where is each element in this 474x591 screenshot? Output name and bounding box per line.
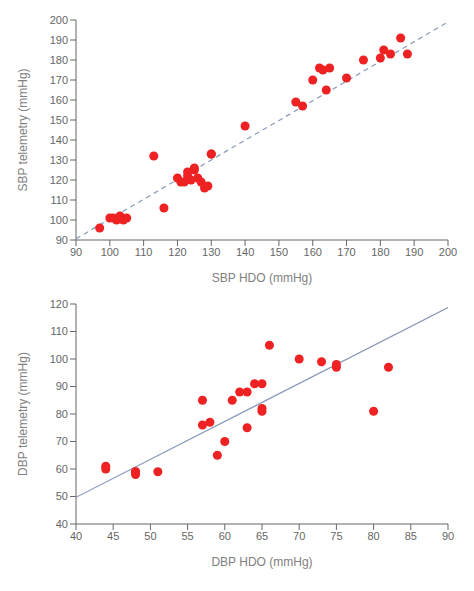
svg-text:50: 50 bbox=[56, 490, 68, 502]
svg-text:100: 100 bbox=[101, 246, 119, 258]
svg-text:DBP telemetry (mmHg): DBP telemetry (mmHg) bbox=[16, 352, 30, 476]
svg-text:70: 70 bbox=[56, 435, 68, 447]
svg-text:90: 90 bbox=[70, 246, 82, 258]
svg-text:200: 200 bbox=[50, 14, 68, 26]
svg-text:65: 65 bbox=[256, 530, 268, 542]
svg-text:40: 40 bbox=[56, 518, 68, 530]
svg-text:60: 60 bbox=[56, 463, 68, 475]
svg-text:120: 120 bbox=[50, 298, 68, 310]
svg-text:150: 150 bbox=[50, 114, 68, 126]
svg-text:90: 90 bbox=[56, 380, 68, 392]
svg-text:190: 190 bbox=[405, 246, 423, 258]
svg-text:120: 120 bbox=[50, 174, 68, 186]
svg-text:180: 180 bbox=[371, 246, 389, 258]
svg-text:190: 190 bbox=[50, 34, 68, 46]
svg-text:170: 170 bbox=[337, 246, 355, 258]
svg-text:90: 90 bbox=[56, 234, 68, 246]
svg-text:130: 130 bbox=[50, 154, 68, 166]
svg-text:80: 80 bbox=[56, 408, 68, 420]
svg-text:120: 120 bbox=[168, 246, 186, 258]
svg-text:40: 40 bbox=[70, 530, 82, 542]
svg-text:SBP telemetry (mmHg): SBP telemetry (mmHg) bbox=[16, 68, 30, 191]
svg-text:70: 70 bbox=[293, 530, 305, 542]
svg-text:140: 140 bbox=[50, 134, 68, 146]
svg-text:SBP HDO (mmHg): SBP HDO (mmHg) bbox=[212, 271, 312, 285]
svg-text:100: 100 bbox=[50, 214, 68, 226]
svg-text:55: 55 bbox=[181, 530, 193, 542]
svg-text:110: 110 bbox=[135, 246, 153, 258]
svg-text:110: 110 bbox=[50, 325, 68, 337]
svg-text:50: 50 bbox=[144, 530, 156, 542]
svg-text:60: 60 bbox=[219, 530, 231, 542]
svg-text:85: 85 bbox=[405, 530, 417, 542]
svg-text:100: 100 bbox=[50, 353, 68, 365]
svg-text:200: 200 bbox=[439, 246, 457, 258]
svg-text:150: 150 bbox=[270, 246, 288, 258]
svg-text:170: 170 bbox=[50, 74, 68, 86]
svg-text:160: 160 bbox=[304, 246, 322, 258]
svg-text:90: 90 bbox=[442, 530, 454, 542]
svg-text:110: 110 bbox=[50, 194, 68, 206]
svg-text:75: 75 bbox=[330, 530, 342, 542]
svg-text:180: 180 bbox=[50, 54, 68, 66]
svg-text:DBP HDO (mmHg): DBP HDO (mmHg) bbox=[211, 555, 312, 569]
svg-text:160: 160 bbox=[50, 94, 68, 106]
svg-text:80: 80 bbox=[367, 530, 379, 542]
svg-text:45: 45 bbox=[107, 530, 119, 542]
svg-text:140: 140 bbox=[236, 246, 254, 258]
svg-text:130: 130 bbox=[202, 246, 220, 258]
